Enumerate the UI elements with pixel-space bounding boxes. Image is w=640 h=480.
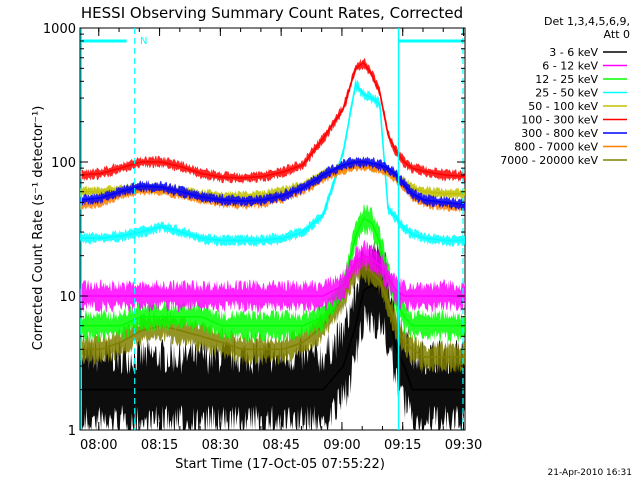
- x-tick-label: 09:15: [384, 438, 421, 453]
- series-noise-band: [80, 239, 465, 313]
- y-axis-label: Corrected Count Rate (s⁻¹ detector⁻¹): [31, 106, 46, 351]
- series-100-300-kev: [79, 57, 466, 185]
- overlay-layer: N: [80, 28, 464, 430]
- series-noise-band: [80, 249, 465, 373]
- legend-item-label: 50 - 100 keV: [528, 100, 598, 113]
- series-line: [79, 61, 466, 179]
- series-line: [80, 264, 465, 358]
- legend-item-label: 7000 - 20000 keV: [500, 154, 598, 167]
- series-300-800-kev: [79, 156, 466, 211]
- series-12-25-kev: [80, 204, 465, 343]
- legend-item-label: 6 - 12 keV: [542, 60, 598, 73]
- legend-item-label: 3 - 6 keV: [549, 46, 598, 59]
- series-line: [80, 284, 465, 391]
- x-tick-label: 08:45: [262, 438, 299, 453]
- legend-title-line-1: Det 1,3,4,5,6,9,: [544, 15, 630, 28]
- series-line: [80, 217, 465, 327]
- series-noise-band: [80, 156, 465, 211]
- series-line: [80, 82, 465, 242]
- series-layer: [79, 57, 466, 430]
- x-tick-label: 08:30: [202, 438, 239, 453]
- y-tick-label: 10: [59, 290, 76, 305]
- x-axis-label: Start Time (17-Oct-05 07:55:22): [175, 457, 385, 472]
- timestamp: 21-Apr-2010 16:31: [548, 468, 632, 478]
- flag-label: N: [140, 36, 147, 47]
- legend-item-label: 800 - 7000 keV: [514, 141, 598, 154]
- x-tick-label: 08:15: [141, 438, 178, 453]
- plot-frame: [79, 27, 466, 431]
- series-3-6-kev: [80, 239, 465, 430]
- legend-item-label: 25 - 50 keV: [535, 87, 598, 100]
- series-6-12-kev: [80, 239, 465, 313]
- legend-item-label: 100 - 300 keV: [521, 114, 598, 127]
- legend-title-line-2: Att 0: [604, 28, 630, 41]
- x-tick-label: 09:30: [445, 438, 482, 453]
- series-25-50-kev: [80, 78, 465, 247]
- series-noise-band: [80, 204, 465, 343]
- series-line: [79, 161, 466, 206]
- y-axis-ticks: 1 10 100 1000: [43, 22, 465, 439]
- y-tick-label: 1: [68, 424, 76, 439]
- x-axis-ticks: 08:00 08:15 08:30 08:45 09:00 09:15 09:30: [80, 28, 482, 453]
- series-line: [80, 254, 465, 297]
- y-tick-label: 100: [51, 156, 76, 171]
- x-tick-label: 09:00: [323, 438, 360, 453]
- x-tick-label: 08:00: [80, 438, 117, 453]
- series-7000-20000-kev: [80, 249, 465, 373]
- chart-title: HESSI Observing Summary Count Rates, Cor…: [81, 4, 463, 22]
- legend-item-label: 300 - 800 keV: [521, 127, 598, 140]
- legend-item-label: 12 - 25 keV: [535, 73, 598, 86]
- y-tick-label: 1000: [43, 22, 76, 37]
